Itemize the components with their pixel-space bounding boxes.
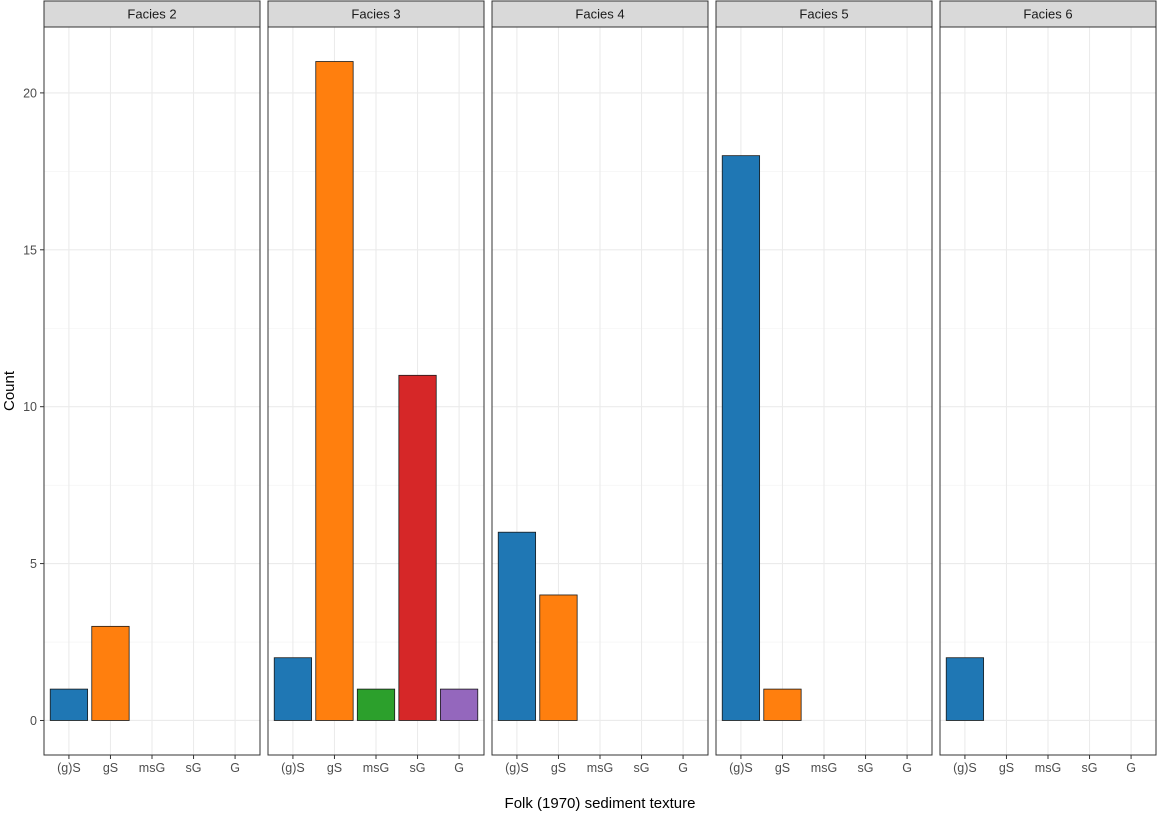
facet-panels: Facies 2 (g)S gS msG sG G Facies 3 (g)S gS msG sG G… <box>43 0 1157 775</box>
facet-strip <box>939 0 1157 28</box>
x-tick-label: (g)S <box>729 761 753 775</box>
bar <box>721 155 761 721</box>
facet-strip <box>43 0 261 28</box>
x-tick-label: msG <box>587 761 613 775</box>
y-tick-label: 5 <box>30 557 37 571</box>
x-tick-label: msG <box>363 761 389 775</box>
facet-strip <box>715 0 933 28</box>
bar <box>539 594 578 721</box>
x-tick-label: msG <box>139 761 165 775</box>
x-tick-label: gS <box>103 761 118 775</box>
x-tick-label: gS <box>775 761 790 775</box>
x-tick-label: msG <box>1035 761 1061 775</box>
x-tick-label: G <box>678 761 688 775</box>
x-tick-label: G <box>454 761 464 775</box>
x-tick-label: sG <box>1082 761 1098 775</box>
bar <box>763 688 802 721</box>
x-tick-label: (g)S <box>281 761 305 775</box>
x-tick-label: (g)S <box>953 761 977 775</box>
x-tick-label: G <box>902 761 912 775</box>
x-tick-label: (g)S <box>57 761 81 775</box>
facet-panel: Facies 4 (g)S gS msG sG G <box>491 0 709 775</box>
x-tick-label: gS <box>999 761 1014 775</box>
bar <box>356 688 396 721</box>
y-tick-label: 15 <box>23 243 37 257</box>
bar <box>315 61 354 721</box>
bar <box>497 531 537 721</box>
x-tick-label: msG <box>811 761 837 775</box>
facet-panel: Facies 6 (g)S gS msG sG G <box>939 0 1157 775</box>
x-tick-label: G <box>1126 761 1136 775</box>
bar <box>439 688 479 721</box>
facet-panel: Facies 3 (g)S gS msG sG G <box>267 0 485 775</box>
y-tick-label: 0 <box>30 714 37 728</box>
bar <box>91 625 130 721</box>
facet-strip <box>491 0 709 28</box>
bar <box>945 657 985 721</box>
x-tick-label: (g)S <box>505 761 529 775</box>
x-tick-label: gS <box>551 761 566 775</box>
bar <box>273 657 313 721</box>
x-tick-label: G <box>230 761 240 775</box>
x-tick-label: sG <box>410 761 426 775</box>
bar <box>398 374 437 721</box>
bar <box>49 688 89 721</box>
x-tick-label: sG <box>186 761 202 775</box>
x-tick-label: sG <box>634 761 650 775</box>
facet-panel: Facies 5 (g)S gS msG sG G <box>715 0 933 775</box>
x-tick-label: gS <box>327 761 342 775</box>
facet-title: Facies 5 <box>799 7 848 22</box>
y-axis-title: Count <box>1 370 18 411</box>
facet-title: Facies 4 <box>575 7 624 22</box>
facet-panel: Facies 2 (g)S gS msG sG G <box>43 0 261 775</box>
x-axis-title: Folk (1970) sediment texture <box>505 795 696 812</box>
x-tick-label: sG <box>858 761 874 775</box>
facet-title: Facies 6 <box>1023 7 1072 22</box>
y-axis: 0 5 10 15 20 <box>23 86 44 728</box>
y-tick-label: 20 <box>23 86 37 100</box>
facet-strip <box>267 0 485 28</box>
y-tick-label: 10 <box>23 400 37 414</box>
facet-title: Facies 2 <box>127 7 176 22</box>
facet-title: Facies 3 <box>351 7 400 22</box>
